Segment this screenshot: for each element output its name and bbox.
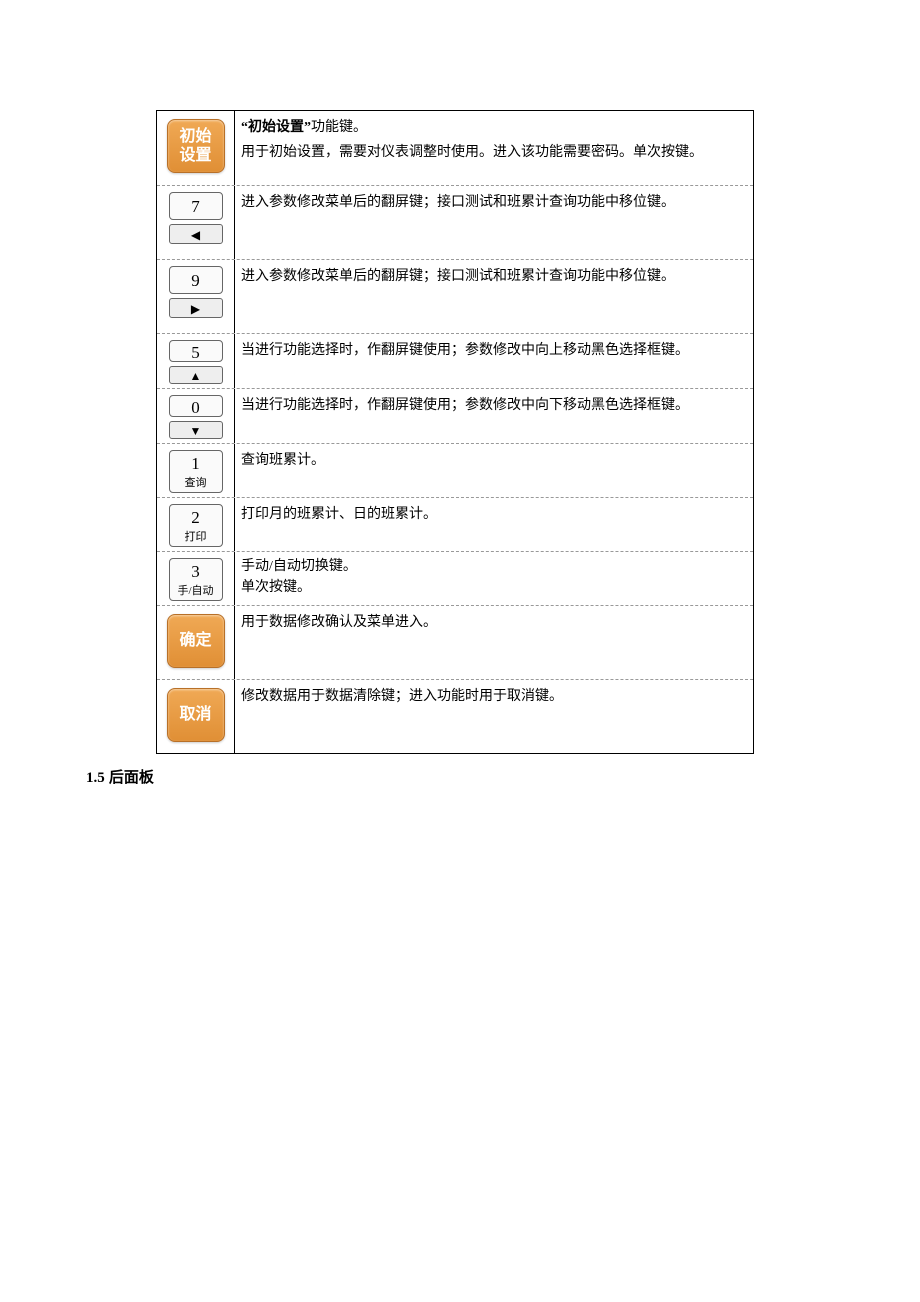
key-num: 1	[191, 454, 200, 473]
section-title-text: 后面板	[109, 769, 154, 786]
table-row: 0 ▼ 当进行功能选择时，作翻屏键使用；参数修改中向下移动黑色选择框键。	[157, 388, 753, 443]
key-cell: 初始 设置	[157, 111, 235, 185]
key-description-table: 初始 设置 “初始设置”功能键。 用于初始设置，需要对仪表调整时使用。进入该功能…	[156, 110, 754, 754]
key-num: 3	[191, 562, 200, 581]
num-0-key[interactable]: 0	[169, 395, 223, 417]
up-arrow-key[interactable]: ▲	[169, 366, 223, 384]
num-9-key[interactable]: 9	[169, 266, 223, 294]
key-cell: 5 ▲	[157, 334, 235, 388]
desc-cell: 进入参数修改菜单后的翻屏键；接口测试和班累计查询功能中移位键。	[235, 260, 753, 333]
desc-cell: 当进行功能选择时，作翻屏键使用；参数修改中向上移动黑色选择框键。	[235, 334, 753, 388]
init-settings-button[interactable]: 初始 设置	[167, 119, 225, 173]
table-row: 5 ▲ 当进行功能选择时，作翻屏键使用；参数修改中向上移动黑色选择框键。	[157, 333, 753, 388]
desc-line: 进入参数修改菜单后的翻屏键；接口测试和班累计查询功能中移位键。	[241, 269, 675, 284]
table-row: 1 查询 查询班累计。	[157, 443, 753, 497]
key-sub: 打印	[170, 528, 222, 544]
table-row: 取消 修改数据用于数据清除键；进入功能时用于取消键。	[157, 679, 753, 753]
key-cell: 9 ▶	[157, 260, 235, 333]
key-sub: 查询	[170, 474, 222, 490]
key-cell: 取消	[157, 680, 235, 753]
key-cell: 0 ▼	[157, 389, 235, 443]
table-row: 确定 用于数据修改确认及菜单进入。	[157, 605, 753, 679]
left-arrow-key[interactable]: ◀	[169, 224, 223, 244]
down-arrow-key[interactable]: ▼	[169, 421, 223, 439]
num-2-print-key[interactable]: 2 打印	[169, 504, 223, 547]
desc-cell: 手动/自动切换键。 单次按键。	[235, 552, 753, 605]
desc-cell: 修改数据用于数据清除键；进入功能时用于取消键。	[235, 680, 753, 753]
key-cell: 7 ◀	[157, 186, 235, 259]
cancel-button[interactable]: 取消	[167, 688, 225, 742]
num-3-manual-auto-key[interactable]: 3 手/自动	[169, 558, 223, 601]
desc-line: 用于数据修改确认及菜单进入。	[241, 615, 437, 630]
table-row: 9 ▶ 进入参数修改菜单后的翻屏键；接口测试和班累计查询功能中移位键。	[157, 259, 753, 333]
key-num: 2	[191, 508, 200, 527]
desc-line: 查询班累计。	[241, 453, 325, 468]
key-cell: 3 手/自动	[157, 552, 235, 605]
desc-line: 单次按键。	[241, 580, 311, 595]
num-7-key[interactable]: 7	[169, 192, 223, 220]
desc-cell: 查询班累计。	[235, 444, 753, 497]
desc-cell: 打印月的班累计、日的班累计。	[235, 498, 753, 551]
key-cell: 确定	[157, 606, 235, 679]
table-row: 2 打印 打印月的班累计、日的班累计。	[157, 497, 753, 551]
desc-line: 当进行功能选择时，作翻屏键使用；参数修改中向下移动黑色选择框键。	[241, 398, 689, 413]
desc-cell: 进入参数修改菜单后的翻屏键；接口测试和班累计查询功能中移位键。	[235, 186, 753, 259]
table-row: 7 ◀ 进入参数修改菜单后的翻屏键；接口测试和班累计查询功能中移位键。	[157, 185, 753, 259]
desc-tail: 功能键。	[311, 120, 367, 135]
desc-cell: 当进行功能选择时，作翻屏键使用；参数修改中向下移动黑色选择框键。	[235, 389, 753, 443]
key-cell: 1 查询	[157, 444, 235, 497]
table-row: 3 手/自动 手动/自动切换键。 单次按键。	[157, 551, 753, 605]
table-row: 初始 设置 “初始设置”功能键。 用于初始设置，需要对仪表调整时使用。进入该功能…	[157, 111, 753, 185]
desc-line: 修改数据用于数据清除键；进入功能时用于取消键。	[241, 689, 563, 704]
desc-line: 当进行功能选择时，作翻屏键使用；参数修改中向上移动黑色选择框键。	[241, 343, 689, 358]
num-1-query-key[interactable]: 1 查询	[169, 450, 223, 493]
key-sub: 手/自动	[170, 582, 222, 598]
section-heading: 1.5 后面板	[86, 766, 834, 787]
confirm-button[interactable]: 确定	[167, 614, 225, 668]
desc-line: 手动/自动切换键。	[241, 559, 357, 574]
desc-bold: “初始设置”	[241, 120, 311, 135]
desc-line: 用于初始设置，需要对仪表调整时使用。进入该功能需要密码。单次按键。	[241, 145, 703, 160]
right-arrow-key[interactable]: ▶	[169, 298, 223, 318]
desc-line: 进入参数修改菜单后的翻屏键；接口测试和班累计查询功能中移位键。	[241, 195, 675, 210]
desc-cell: “初始设置”功能键。 用于初始设置，需要对仪表调整时使用。进入该功能需要密码。单…	[235, 111, 753, 185]
num-5-key[interactable]: 5	[169, 340, 223, 362]
key-cell: 2 打印	[157, 498, 235, 551]
section-num: 1.5	[86, 770, 105, 786]
desc-cell: 用于数据修改确认及菜单进入。	[235, 606, 753, 679]
desc-line: 打印月的班累计、日的班累计。	[241, 507, 437, 522]
